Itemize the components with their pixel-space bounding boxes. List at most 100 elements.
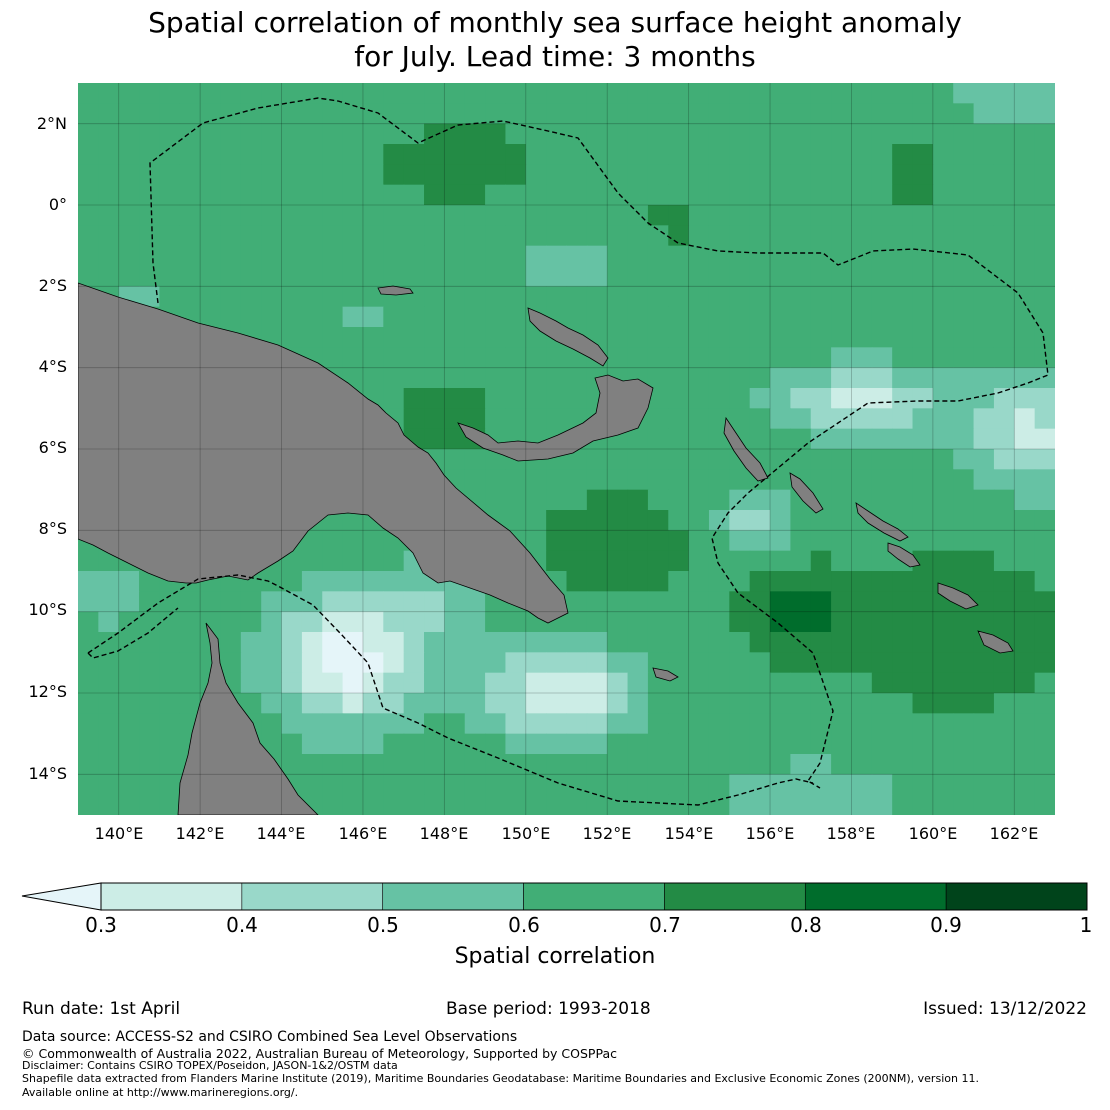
correlation-cell bbox=[179, 184, 201, 206]
correlation-cell bbox=[98, 794, 120, 815]
correlation-cell bbox=[301, 571, 323, 592]
correlation-cell bbox=[586, 652, 608, 674]
correlation-cell bbox=[688, 408, 710, 430]
correlation-cell bbox=[668, 245, 690, 267]
correlation-cell bbox=[851, 733, 873, 755]
correlation-cell bbox=[78, 632, 99, 653]
correlation-cell bbox=[912, 754, 934, 775]
correlation-cell bbox=[281, 184, 303, 206]
correlation-cell bbox=[118, 266, 140, 287]
correlation-cell bbox=[871, 489, 893, 511]
correlation-cell bbox=[424, 286, 445, 308]
correlation-cell bbox=[627, 530, 649, 552]
correlation-cell bbox=[607, 733, 629, 755]
correlation-cell bbox=[607, 469, 629, 491]
correlation-cell bbox=[912, 83, 934, 104]
colorbar-bin bbox=[100, 882, 243, 911]
correlation-cell bbox=[851, 774, 873, 796]
correlation-cell bbox=[993, 164, 1015, 186]
correlation-cell bbox=[973, 286, 995, 308]
correlation-cell bbox=[892, 469, 914, 491]
data-source-text: Data source: ACCESS-S2 and CSIRO Combine… bbox=[22, 1029, 518, 1045]
correlation-cell bbox=[688, 144, 710, 165]
correlation-cell bbox=[301, 144, 323, 165]
correlation-cell bbox=[871, 103, 893, 125]
correlation-cell bbox=[586, 103, 608, 125]
correlation-cell bbox=[973, 672, 995, 694]
correlation-cell bbox=[668, 530, 690, 552]
correlation-cell bbox=[322, 205, 344, 226]
correlation-cell bbox=[403, 266, 425, 287]
correlation-cell bbox=[78, 571, 99, 592]
correlation-cell bbox=[383, 794, 405, 815]
correlation-cell bbox=[1034, 408, 1055, 430]
correlation-cell bbox=[993, 225, 1015, 247]
correlation-cell bbox=[668, 449, 690, 470]
correlation-cell bbox=[139, 571, 161, 592]
correlation-cell bbox=[424, 591, 445, 613]
correlation-cell bbox=[1014, 652, 1036, 674]
correlation-cell bbox=[362, 347, 384, 369]
correlation-cell bbox=[464, 693, 486, 714]
correlation-cell bbox=[810, 327, 832, 348]
colorbar-bin bbox=[804, 882, 947, 911]
correlation-cell bbox=[708, 591, 730, 613]
correlation-cell bbox=[770, 794, 791, 815]
correlation-cell bbox=[688, 184, 710, 206]
correlation-cell bbox=[953, 103, 975, 125]
base-period: Base period: 1993-2018 bbox=[446, 999, 651, 1019]
correlation-cell bbox=[932, 449, 954, 470]
correlation-cell bbox=[525, 205, 547, 226]
correlation-cell bbox=[851, 123, 873, 145]
correlation-cell bbox=[932, 286, 954, 308]
correlation-cell bbox=[892, 428, 914, 450]
correlation-cell bbox=[159, 632, 181, 653]
correlation-cell bbox=[627, 83, 649, 104]
correlation-cell bbox=[770, 489, 791, 511]
correlation-cell bbox=[546, 123, 568, 145]
correlation-cell bbox=[240, 306, 262, 328]
correlation-cell bbox=[607, 611, 629, 633]
correlation-cell bbox=[790, 693, 812, 714]
correlation-cell bbox=[770, 103, 791, 125]
correlation-cell bbox=[953, 388, 975, 409]
eez-boundaries bbox=[87, 97, 1049, 806]
correlation-cell bbox=[424, 347, 445, 369]
correlation-cell bbox=[790, 774, 812, 796]
correlation-cell bbox=[444, 449, 466, 470]
correlation-cell bbox=[871, 611, 893, 633]
correlation-cell bbox=[240, 672, 262, 694]
correlation-cell bbox=[78, 144, 99, 165]
correlation-cell bbox=[1014, 408, 1036, 430]
correlation-cell bbox=[770, 306, 791, 328]
correlation-cell bbox=[383, 367, 405, 389]
correlation-cell bbox=[810, 794, 832, 815]
correlation-cell bbox=[749, 693, 771, 714]
correlation-cell bbox=[912, 123, 934, 145]
correlation-cell bbox=[546, 652, 568, 674]
correlation-cell bbox=[342, 205, 364, 226]
correlation-cell bbox=[607, 347, 629, 369]
colorbar-bin bbox=[241, 882, 384, 911]
eez-boundary-west bbox=[87, 607, 179, 659]
correlation-cell bbox=[627, 591, 649, 613]
correlation-cell bbox=[525, 510, 547, 531]
correlation-cell bbox=[546, 164, 568, 186]
correlation-cell bbox=[485, 733, 507, 755]
correlation-cell bbox=[790, 164, 812, 186]
correlation-cell bbox=[179, 205, 201, 226]
correlation-cell bbox=[342, 530, 364, 552]
colorbar-bin bbox=[945, 882, 1088, 911]
correlation-cell bbox=[301, 693, 323, 714]
correlation-cell bbox=[362, 611, 384, 633]
correlation-cell bbox=[78, 693, 99, 714]
colorbar-label: Spatial correlation bbox=[454, 944, 656, 969]
correlation-cell bbox=[78, 591, 99, 613]
correlation-cell bbox=[505, 347, 527, 369]
correlation-cell bbox=[383, 652, 405, 674]
correlation-cell bbox=[973, 205, 995, 226]
correlation-cell bbox=[627, 327, 649, 348]
correlation-cell bbox=[1034, 611, 1055, 633]
correlation-cell bbox=[159, 713, 181, 735]
correlation-cell bbox=[831, 713, 853, 735]
